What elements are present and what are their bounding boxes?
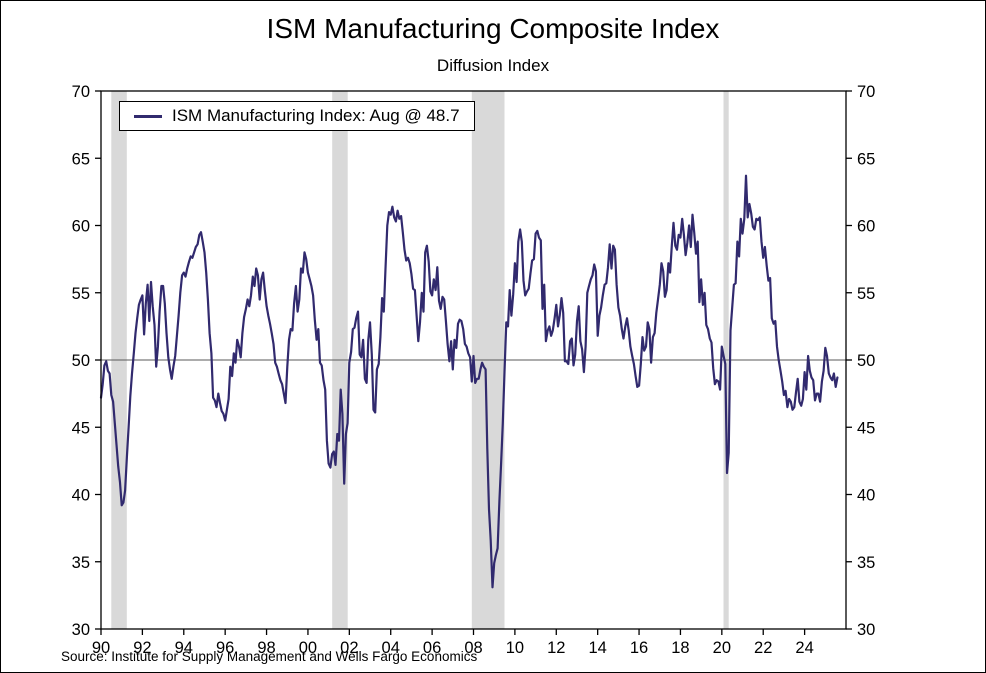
x-axis-label: 94	[175, 639, 193, 657]
source-note: Source: Institute for Supply Management …	[61, 649, 478, 664]
ism-line-series	[99, 174, 839, 589]
y-axis-label-right: 70	[857, 83, 875, 101]
y-axis-label-left: 45	[72, 419, 90, 437]
y-axis-label-right: 35	[857, 554, 875, 572]
y-axis-label-right: 55	[857, 285, 875, 303]
y-axis-label-left: 70	[72, 83, 90, 101]
y-axis-label-left: 60	[72, 218, 90, 236]
x-axis-label: 90	[92, 639, 110, 657]
x-axis-label: 16	[630, 639, 648, 657]
y-axis-label-left: 40	[72, 487, 90, 505]
y-axis-label-right: 60	[857, 218, 875, 236]
y-axis-label-left: 30	[72, 621, 90, 639]
x-axis-label: 06	[423, 639, 441, 657]
x-axis-label: 18	[671, 639, 689, 657]
y-axis-label-right: 50	[857, 352, 875, 370]
legend-box: ISM Manufacturing Index: Aug @ 48.7	[119, 101, 475, 131]
y-axis-label-right: 40	[857, 487, 875, 505]
legend-label: ISM Manufacturing Index: Aug @ 48.7	[172, 106, 460, 125]
x-axis-label: 20	[713, 639, 731, 657]
x-axis-label: 10	[506, 639, 524, 657]
x-axis-label: 24	[795, 639, 813, 657]
legend-line-swatch-icon	[134, 114, 162, 118]
y-axis-label-left: 65	[72, 150, 90, 168]
x-axis-label: 12	[547, 639, 565, 657]
y-axis-label-left: 50	[72, 352, 90, 370]
x-axis-label: 00	[299, 639, 317, 657]
y-axis-label-right: 65	[857, 150, 875, 168]
x-axis-label: 02	[340, 639, 358, 657]
y-axis-label-left: 35	[72, 554, 90, 572]
x-axis-label: 04	[382, 639, 400, 657]
y-axis-label-right: 30	[857, 621, 875, 639]
chart-subtitle: Diffusion Index	[436, 56, 550, 75]
y-axis-label-right: 45	[857, 419, 875, 437]
y-axis-label-left: 55	[72, 285, 90, 303]
x-axis-label: 22	[754, 639, 772, 657]
x-axis-label: 92	[133, 639, 151, 657]
chart-title: ISM Manufacturing Composite Index	[266, 13, 720, 44]
x-axis-label: 98	[257, 639, 275, 657]
x-axis-label: 96	[216, 639, 234, 657]
x-axis-label: 14	[588, 639, 606, 657]
x-axis-label: 08	[464, 639, 482, 657]
